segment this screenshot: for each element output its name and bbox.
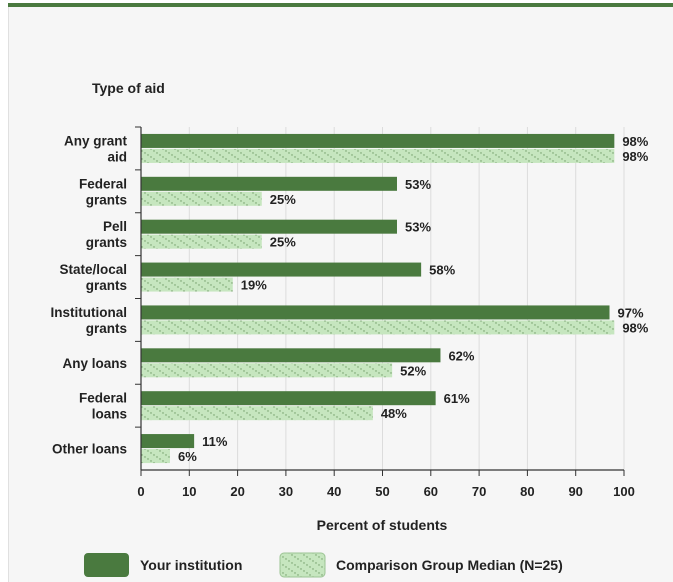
value-label-comparison-group: 98% [622,149,648,164]
bar-comparison-group [141,363,393,378]
category-labels: Any grantaidFederalgrantsPellgrantsState… [51,133,128,456]
value-label-your-institution: 11% [202,434,228,449]
value-label-comparison-group: 6% [178,449,197,464]
chart-title: Type of aid [92,80,165,96]
bar-comparison-group [141,277,233,292]
bar-your-institution [141,391,436,406]
value-label-your-institution: 58% [429,263,455,278]
bar-comparison-group [141,406,373,421]
category-label: grants [86,235,127,250]
category-label: Other loans [52,442,127,457]
category-label: grants [86,192,127,207]
bar-your-institution [141,219,397,234]
x-tick-label: 50 [375,484,389,499]
bar-comparison-group [141,148,615,163]
bar-comparison-group [141,234,262,249]
x-tick-label: 0 [137,484,144,499]
category-label: Federal [79,176,127,191]
bar-comparison-group [141,320,615,335]
legend-label-comparison-group: Comparison Group Median (N=25) [336,557,563,573]
bars [141,133,615,464]
bar-comparison-group [141,191,262,206]
category-label: Pell [103,219,127,234]
bar-your-institution [141,133,615,148]
category-label: loans [92,407,127,422]
x-tick-label: 40 [327,484,341,499]
chart-panel [8,6,673,582]
category-label: Any grant [64,133,128,148]
category-label: Institutional [51,305,128,320]
value-label-your-institution: 97% [618,305,644,320]
value-label-comparison-group: 25% [270,235,296,250]
value-label-your-institution: 62% [448,348,474,363]
legend: Your institution Comparison Group Median… [84,552,563,578]
legend-swatch-comparison-group [279,552,326,578]
value-label-your-institution: 98% [622,134,648,149]
x-tick-label: 70 [472,484,486,499]
category-label: grants [86,321,127,336]
value-label-comparison-group: 48% [381,406,407,421]
value-label-your-institution: 61% [444,391,470,406]
legend-label-your-institution: Your institution [140,557,242,573]
bar-your-institution [141,262,422,277]
x-tick-label: 90 [568,484,582,499]
x-tick-label: 20 [230,484,244,499]
x-tick-label: 60 [424,484,438,499]
category-label: aid [107,149,127,164]
x-axis-label: Percent of students [317,517,448,533]
bar-your-institution [141,176,397,191]
x-axis: 0 10 20 30 40 50 60 70 80 90 100 [135,126,635,499]
category-label: grants [86,278,127,293]
value-label-comparison-group: 25% [270,192,296,207]
value-label-your-institution: 53% [405,220,431,235]
x-tick-label: 10 [182,484,196,499]
category-label: Any loans [62,356,127,371]
value-label-comparison-group: 19% [241,278,267,293]
bar-your-institution [141,434,195,449]
x-tick-label: 100 [613,484,635,499]
top-accent-bar [8,3,673,7]
value-labels: 98%98%53%25%53%25%58%19%97%98%62%52%61%4… [178,134,649,464]
category-label: Federal [79,391,127,406]
bar-your-institution [141,348,441,363]
category-label: State/local [59,262,127,277]
legend-swatch-your-institution [84,553,129,577]
value-label-comparison-group: 98% [622,320,648,335]
value-label-comparison-group: 52% [400,363,426,378]
bar-your-institution [141,305,610,320]
x-tick-label: 80 [520,484,534,499]
x-tick-label: 30 [279,484,293,499]
bar-comparison-group [141,449,170,464]
value-label-your-institution: 53% [405,177,431,192]
